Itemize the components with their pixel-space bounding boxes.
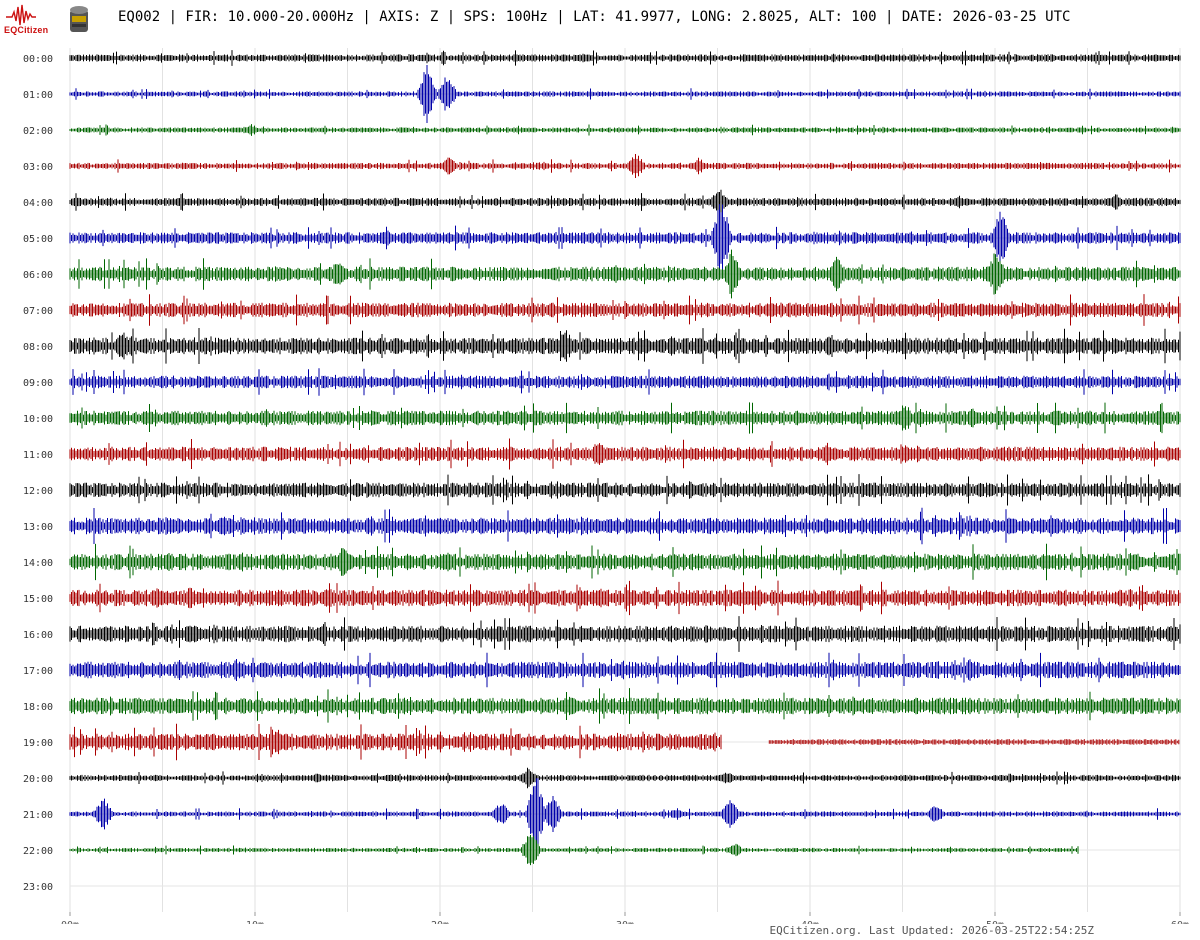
x-tick-label: 60m xyxy=(1171,920,1189,924)
seismic-trace xyxy=(69,402,1181,434)
row-time-label: 08:00 xyxy=(23,342,53,353)
x-tick-label: 00m xyxy=(61,920,79,924)
x-tick-label: 10m xyxy=(246,920,264,924)
row-time-label: 12:00 xyxy=(23,486,53,497)
seismic-trace xyxy=(69,294,1181,326)
row-time-label: 18:00 xyxy=(23,702,53,713)
x-tick-label: 40m xyxy=(801,920,819,924)
seismic-trace xyxy=(69,50,1181,66)
seismic-trace xyxy=(69,580,1181,616)
chart-title: EQ002 | FIR: 10.000-20.000Hz | AXIS: Z |… xyxy=(118,9,1071,25)
seismic-trace xyxy=(69,204,1181,272)
row-time-label: 03:00 xyxy=(23,162,53,173)
seismic-trace xyxy=(69,767,1181,789)
sensor-device-icon xyxy=(70,6,88,32)
row-time-label: 16:00 xyxy=(23,630,53,641)
x-tick-label: 20m xyxy=(431,920,449,924)
row-time-label: 20:00 xyxy=(23,774,53,785)
row-time-label: 06:00 xyxy=(23,270,53,281)
row-time-label: 21:00 xyxy=(23,810,53,821)
row-time-label: 23:00 xyxy=(23,882,53,893)
eqcitizen-logo-icon xyxy=(6,4,36,26)
seismic-trace xyxy=(69,438,1181,470)
chart-grid xyxy=(69,48,1181,916)
seismic-trace xyxy=(69,723,1180,761)
header: EQCitizen EQ002 | FIR: 10.000-20.000Hz |… xyxy=(0,0,1200,40)
seismic-trace xyxy=(69,778,1181,850)
seismic-trace xyxy=(69,652,1181,688)
seismic-trace xyxy=(69,688,1181,724)
seismic-trace xyxy=(69,368,1181,396)
row-time-label: 04:00 xyxy=(23,198,53,209)
footer-status: EQCitizen.org. Last Updated: 2026-03-25T… xyxy=(769,924,1094,937)
row-time-label: 11:00 xyxy=(23,450,53,461)
row-time-label: 14:00 xyxy=(23,558,53,569)
seismic-trace xyxy=(69,65,1181,123)
logo-text: EQCitizen xyxy=(4,25,49,35)
trace-layer xyxy=(69,50,1181,866)
seismic-trace xyxy=(69,834,1079,866)
row-time-label: 02:00 xyxy=(23,126,53,137)
row-time-label: 01:00 xyxy=(23,90,53,101)
seismic-trace xyxy=(69,249,1181,299)
helicorder-chart: 00m 10m 20m 30m 40m 50m 60m 00:00 01:00 02:00 03:0… xyxy=(23,48,1189,924)
label-layer: 00m 10m 20m 30m 40m 50m 60m 00:00 01:00 02:00 03:0… xyxy=(23,54,1189,924)
seismic-trace xyxy=(69,154,1181,178)
row-time-label: 00:00 xyxy=(23,54,53,65)
seismic-trace xyxy=(69,328,1181,364)
x-tick-label: 50m xyxy=(986,920,1004,924)
row-time-label: 09:00 xyxy=(23,378,53,389)
seismic-trace xyxy=(69,616,1181,652)
seismic-trace xyxy=(69,543,1181,581)
seismic-trace xyxy=(69,474,1181,506)
row-time-label: 10:00 xyxy=(23,414,53,425)
row-time-label: 05:00 xyxy=(23,234,53,245)
seismic-trace xyxy=(69,189,1181,215)
seismic-trace xyxy=(69,124,1181,136)
x-tick-label: 30m xyxy=(616,920,634,924)
row-time-label: 19:00 xyxy=(23,738,53,749)
row-time-label: 17:00 xyxy=(23,666,53,677)
row-time-label: 15:00 xyxy=(23,594,53,605)
row-time-label: 07:00 xyxy=(23,306,53,317)
row-time-label: 13:00 xyxy=(23,522,53,533)
row-time-label: 22:00 xyxy=(23,846,53,857)
seismic-trace xyxy=(69,507,1181,545)
